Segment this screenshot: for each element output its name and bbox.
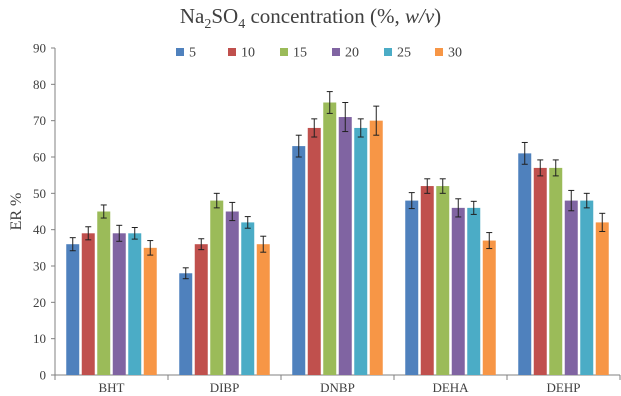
bar xyxy=(436,186,450,375)
bar xyxy=(482,240,496,375)
bar xyxy=(595,222,609,375)
bar xyxy=(179,273,193,375)
axes: 0 10 20 30 40 50 60 70 80 90 ER % BHT DIBP DNBP DEHA DE… xyxy=(8,41,621,395)
bar xyxy=(307,127,321,375)
y-axis-title: ER % xyxy=(8,193,25,231)
y-tick-label: 20 xyxy=(33,295,46,310)
bar xyxy=(338,117,352,376)
error-bars xyxy=(69,91,606,280)
y-tick-label: 70 xyxy=(33,113,46,128)
legend-swatch xyxy=(384,48,392,56)
y-tick-label: 50 xyxy=(33,186,46,201)
bar xyxy=(580,200,594,375)
x-tick-label: DEHA xyxy=(432,380,469,395)
bar xyxy=(354,127,368,375)
y-tick-label: 60 xyxy=(33,150,46,165)
bar xyxy=(210,200,224,375)
bar xyxy=(194,244,208,375)
y-tick-label: 10 xyxy=(33,331,46,346)
legend-label: 30 xyxy=(448,46,462,61)
bar xyxy=(97,211,111,375)
y-tick-label: 40 xyxy=(33,222,46,237)
bar xyxy=(533,167,547,375)
y-tick-label: 0 xyxy=(40,368,47,383)
x-tick-label: DNBP xyxy=(320,380,355,395)
x-tick-label: DEHP xyxy=(547,380,581,395)
x-tick-label: BHT xyxy=(99,380,125,395)
legend-swatch xyxy=(176,48,184,56)
legend-swatch xyxy=(435,48,443,56)
legend-label: 20 xyxy=(345,46,359,61)
bar xyxy=(143,247,157,375)
bar xyxy=(292,146,306,375)
y-tick-label: 80 xyxy=(33,77,46,92)
bar xyxy=(128,233,142,375)
bar xyxy=(256,244,270,375)
bar xyxy=(564,200,578,375)
y-tick-label: 90 xyxy=(33,41,46,56)
legend: 5 10 15 20 25 30 xyxy=(176,46,462,61)
bar xyxy=(241,222,255,375)
y-tick-label: 30 xyxy=(33,259,46,274)
bar xyxy=(549,167,563,375)
legend-swatch xyxy=(332,48,340,56)
x-tick-label: DIBP xyxy=(210,380,240,395)
bar xyxy=(451,207,465,375)
bar xyxy=(405,200,419,375)
bar xyxy=(66,244,80,375)
legend-label: 5 xyxy=(189,46,196,61)
bar xyxy=(518,153,532,375)
bar xyxy=(369,120,383,376)
legend-label: 15 xyxy=(293,46,307,61)
bar xyxy=(81,233,95,375)
bar xyxy=(323,102,337,375)
legend-label: 10 xyxy=(241,46,255,61)
bar xyxy=(112,233,126,375)
bar xyxy=(225,211,239,375)
legend-swatch xyxy=(228,48,236,56)
legend-swatch xyxy=(280,48,288,56)
legend-label: 25 xyxy=(397,46,411,61)
bar xyxy=(420,186,434,375)
bars xyxy=(66,102,609,376)
chart-title: Na2SO4 concentration (%, w/v) xyxy=(179,4,442,33)
bar xyxy=(467,207,481,375)
